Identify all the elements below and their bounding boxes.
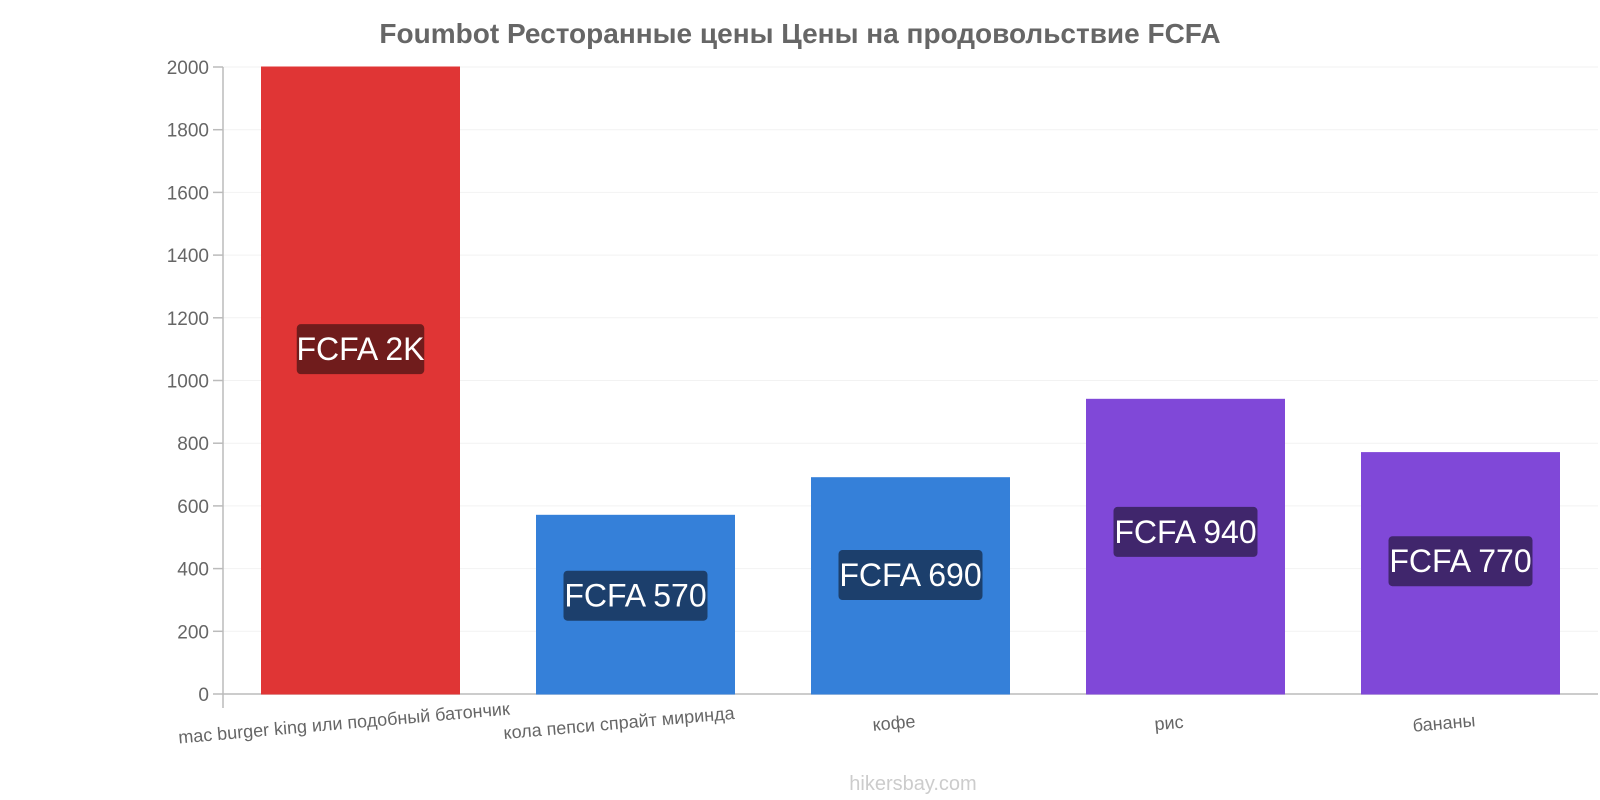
data-label: FCFA 770 [1388,536,1533,587]
y-tick-label: 2000 [167,58,209,79]
data-label-bg [1113,506,1258,557]
x-tick-label: mac burger king или подобный батончик [177,699,510,748]
data-label-bg [296,324,425,375]
credit-text: hikersbay.com [849,773,976,795]
y-tick-label: 1200 [167,309,209,330]
y-tick-label: 1400 [167,246,209,267]
data-label-text: FCFA 570 [564,578,706,614]
bar [261,66,460,695]
y-axis: 0 200 400 600 800 1000 1200 1400 1600 1800 2000 [167,58,1598,708]
y-tick-label: 400 [177,560,209,581]
data-label: FCFA 570 [563,570,708,621]
chart-title: Foumbot Ресторанные цены Цены на продово… [379,18,1220,49]
y-tick-label: 0 [198,685,209,706]
data-label-text: FCFA 770 [1389,543,1531,579]
data-label-text: FCFA 940 [1114,514,1256,550]
data-label-bg [1388,536,1533,587]
y-tick-label: 1800 [167,121,209,142]
data-label: FCFA 690 [838,550,983,601]
data-label-bg [838,550,983,601]
y-tick-label: 1000 [167,372,209,393]
x-tick-label: кофе [872,711,917,735]
y-tick-label: 600 [177,497,209,518]
data-label: FCFA 2K [296,324,425,375]
x-tick-label: бананы [1412,710,1476,735]
data-labels: FCFA 2K FCFA 570 FCFA 690 FCFA 940 FCFA 770 [296,324,1533,621]
data-label-bg [563,570,708,621]
y-tick-label: 1600 [167,183,209,204]
y-tick-label: 200 [177,622,209,643]
x-tick-label: рис [1154,712,1185,734]
x-tick-label: кола пепси спрайт миринда [503,703,737,743]
data-label-text: FCFA 2K [296,331,424,367]
y-tick-label: 800 [177,434,209,455]
x-axis-labels: mac burger king или подобный батончиккол… [177,699,1476,748]
data-label-text: FCFA 690 [839,557,981,593]
data-label: FCFA 940 [1113,506,1258,557]
